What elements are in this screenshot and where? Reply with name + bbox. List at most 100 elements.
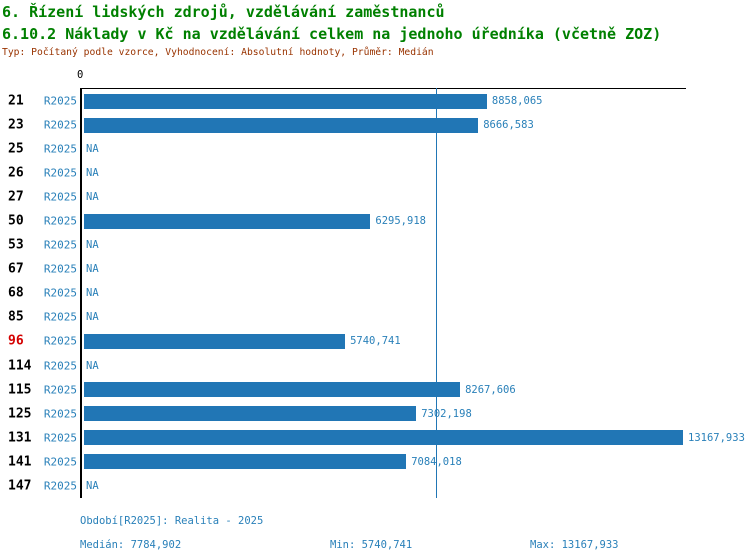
- bar-value-label: NA: [86, 479, 99, 492]
- row-period-label: R2025: [43, 238, 77, 252]
- chart-row: 115 R2025 8267,606: [0, 378, 750, 402]
- bar-zone: 13167,933: [84, 426, 750, 450]
- bar-zone: NA: [84, 305, 750, 329]
- bar: [84, 213, 371, 229]
- row-municipality-id: 141: [8, 454, 32, 470]
- bar-chart: 0 21 R2025 8858,065 23 R2025 8666,583 25…: [0, 69, 750, 498]
- bar-value-label: 8267,606: [465, 383, 516, 396]
- bar-value-label: NA: [86, 311, 99, 324]
- chart-subtitle: Typ: Počítaný podle vzorce, Vyhodnocení:…: [2, 47, 434, 58]
- axis-top-line: [82, 88, 686, 89]
- bar-value-label: 7084,018: [411, 455, 462, 468]
- row-period-label: R2025: [43, 431, 77, 445]
- bar: [84, 382, 461, 398]
- axis-vertical-line: [80, 88, 82, 498]
- bar-value-label: 8858,065: [491, 95, 543, 108]
- bar-zone: 7302,198: [84, 402, 750, 426]
- bar-value-label: NA: [86, 143, 99, 156]
- row-municipality-id: 114: [8, 358, 32, 374]
- chart-row: 53 R2025 NA: [0, 233, 750, 257]
- bar-value-label: NA: [86, 359, 99, 372]
- bar-zone: NA: [84, 137, 750, 161]
- axis-zero-tick-label: 0: [77, 69, 84, 81]
- bar-zone: NA: [84, 354, 750, 378]
- row-period-label: R2025: [43, 310, 77, 324]
- bar-zone: NA: [84, 233, 750, 257]
- row-period-label: R2025: [43, 118, 77, 132]
- median-line: [436, 88, 438, 498]
- chart-row: 21 R2025 8858,065: [0, 89, 750, 113]
- chart-row: 114 R2025 NA: [0, 354, 750, 378]
- row-period-label: R2025: [43, 334, 77, 348]
- bar-value-label: NA: [86, 191, 99, 204]
- chart-row: 96 R2025 5740,741: [0, 329, 750, 353]
- bar-zone: 8267,606: [84, 378, 750, 402]
- chart-title: 6.10.2 Náklady v Kč na vzdělávání celkem…: [2, 25, 662, 43]
- bar-zone: 6295,918: [84, 209, 750, 233]
- row-municipality-id: 115: [8, 382, 32, 398]
- row-period-label: R2025: [43, 214, 77, 228]
- row-municipality-id: 131: [8, 430, 32, 446]
- chart-row: 26 R2025 NA: [0, 161, 750, 185]
- row-municipality-id: 125: [8, 406, 32, 422]
- row-period-label: R2025: [43, 94, 77, 108]
- row-municipality-id: 147: [8, 478, 32, 494]
- row-municipality-id: 67: [8, 261, 24, 277]
- stat-median: Medián: 7784,902: [80, 539, 182, 551]
- chart-row: 67 R2025 NA: [0, 257, 750, 281]
- stat-min: Min: 5740,741: [330, 539, 413, 551]
- row-period-label: R2025: [43, 262, 77, 276]
- row-municipality-id: 85: [8, 309, 24, 325]
- bar-zone: NA: [84, 257, 750, 281]
- bar-value-label: NA: [86, 239, 99, 252]
- chart-row: 125 R2025 7302,198: [0, 402, 750, 426]
- chart-row: 68 R2025 NA: [0, 281, 750, 305]
- bar-zone: NA: [84, 474, 750, 498]
- chart-row: 141 R2025 7084,018: [0, 450, 750, 474]
- row-period-label: R2025: [43, 407, 77, 421]
- chart-row: 27 R2025 NA: [0, 185, 750, 209]
- row-period-label: R2025: [43, 142, 77, 156]
- row-period-label: R2025: [43, 166, 77, 180]
- bar: [84, 454, 407, 470]
- row-period-label: R2025: [43, 359, 77, 373]
- chart-row: 131 R2025 13167,933: [0, 426, 750, 450]
- row-municipality-id: 21: [8, 93, 24, 109]
- chart-row: 50 R2025 6295,918: [0, 209, 750, 233]
- chart-row: 23 R2025 8666,583: [0, 113, 750, 137]
- row-municipality-id: 25: [8, 141, 24, 157]
- row-period-label: R2025: [43, 190, 77, 204]
- bar-value-label: NA: [86, 263, 99, 276]
- chart-row: 25 R2025 NA: [0, 137, 750, 161]
- bar-zone: NA: [84, 185, 750, 209]
- bar-zone: NA: [84, 281, 750, 305]
- row-municipality-id: 26: [8, 165, 24, 181]
- chart-rows: 21 R2025 8858,065 23 R2025 8666,583 25 R…: [0, 89, 750, 498]
- row-municipality-id: 53: [8, 237, 24, 253]
- row-municipality-id: 68: [8, 285, 24, 301]
- row-municipality-id: 27: [8, 189, 24, 205]
- chart-row: 147 R2025 NA: [0, 474, 750, 498]
- bar: [84, 430, 683, 446]
- bar-value-label: 13167,933: [688, 431, 745, 444]
- stat-max: Max: 13167,933: [530, 539, 619, 551]
- row-period-label: R2025: [43, 455, 77, 469]
- bar-zone: 8666,583: [84, 113, 750, 137]
- row-municipality-id: 50: [8, 213, 24, 229]
- bar: [84, 93, 487, 109]
- bar-value-label: 7302,198: [421, 407, 472, 420]
- bar-value-label: 8666,583: [483, 119, 534, 132]
- bar-value-label: 6295,918: [375, 215, 426, 228]
- bar: [84, 333, 346, 349]
- bar-zone: 5740,741: [84, 329, 750, 353]
- row-period-label: R2025: [43, 286, 77, 300]
- row-period-label: R2025: [43, 479, 77, 493]
- row-municipality-id: 23: [8, 117, 24, 133]
- row-period-label: R2025: [43, 383, 77, 397]
- bar-zone: NA: [84, 161, 750, 185]
- bar-zone: 8858,065: [84, 89, 750, 113]
- legend-period: Období[R2025]: Realita - 2025: [80, 515, 264, 527]
- bar: [84, 117, 479, 133]
- bar-value-label: NA: [86, 167, 99, 180]
- row-municipality-id: 96: [8, 333, 24, 349]
